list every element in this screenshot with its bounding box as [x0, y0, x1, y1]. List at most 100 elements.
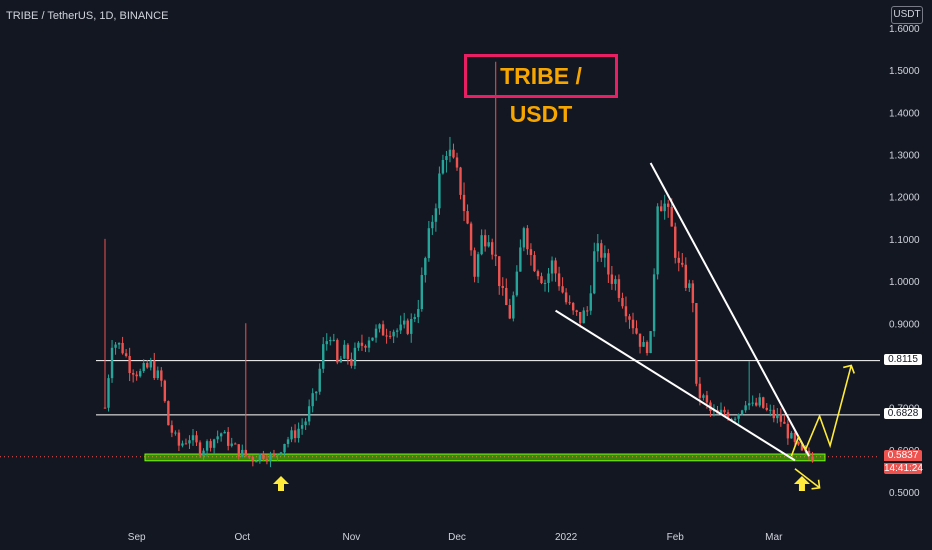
candle-body [501, 286, 504, 288]
candle-body [388, 335, 392, 337]
candle-body [293, 430, 297, 439]
candle-body [124, 353, 128, 356]
symbol-info: TRIBE / TetherUS, 1D, BINANCE [6, 10, 169, 22]
candle-body [417, 309, 420, 318]
candle-body [705, 395, 709, 403]
candle-body [395, 330, 399, 332]
current-price-tag: 0.5837 [884, 449, 922, 461]
candle-body [413, 317, 416, 320]
candle-body [374, 328, 378, 338]
candle-body [103, 407, 107, 409]
candle-body [719, 409, 723, 414]
candle-body [656, 206, 659, 275]
candle-body [297, 428, 300, 439]
bullish-projection-path [790, 365, 853, 457]
time-tick-label: Sep [128, 532, 146, 543]
candle-body [631, 319, 635, 329]
candle-body [286, 439, 290, 444]
candle-body [730, 419, 733, 421]
candle-body [139, 371, 142, 377]
candle-body [681, 262, 684, 265]
candle-body [276, 454, 279, 456]
candle-body [564, 292, 568, 303]
candle-body [244, 449, 247, 456]
candle-body [181, 443, 184, 446]
price-tick-label: 1.2000 [889, 193, 920, 204]
candle-body [522, 228, 526, 248]
candle-body [153, 360, 156, 379]
candle-body [466, 211, 469, 224]
candle-body [459, 167, 462, 195]
candle-body [121, 342, 124, 354]
candle-body [726, 412, 730, 420]
candle-body [406, 320, 409, 334]
candle-body [755, 402, 758, 406]
up-arrow-icon [793, 476, 810, 491]
candle-body [529, 249, 533, 256]
candle-body [779, 414, 783, 422]
candle-body [702, 395, 705, 398]
candle-body [593, 251, 596, 294]
candle-body [652, 274, 656, 332]
candle-body [691, 283, 695, 304]
candle-body [146, 363, 149, 368]
candle-body [177, 432, 181, 446]
candle-body [452, 149, 455, 158]
currency-button[interactable]: USDT [891, 6, 923, 24]
trend-drawings [273, 162, 855, 491]
candle-body [737, 414, 740, 419]
time-axis: Sep Oct Nov Dec 2022 Feb Mar [128, 532, 783, 543]
candle-body [227, 431, 230, 446]
price-tick-label: 0.5000 [889, 488, 920, 499]
candle-body [540, 276, 543, 284]
candle-body [353, 347, 357, 366]
candle-body [582, 310, 585, 324]
candle-body [635, 328, 638, 334]
time-tick-label: Nov [343, 532, 361, 543]
candle-body [740, 410, 744, 415]
candle-body [494, 254, 497, 257]
time-tick-label: Dec [448, 532, 466, 543]
candle-body [624, 306, 628, 317]
candle-body [360, 342, 364, 346]
candle-body [695, 303, 698, 384]
candle-body [441, 160, 445, 174]
candle-body [575, 310, 578, 312]
candle-body [462, 194, 466, 212]
candle-body [114, 344, 117, 348]
candle-body [684, 264, 687, 288]
candle-body [367, 340, 371, 348]
candle-body [533, 255, 536, 272]
candle-body [663, 203, 666, 212]
candle-body [424, 258, 427, 275]
candle-body [399, 324, 402, 331]
candle-body [167, 401, 170, 426]
candle-body [427, 228, 431, 259]
candle-body [117, 342, 121, 345]
candle-body [807, 450, 811, 457]
candle-body [762, 397, 765, 408]
candle-body [638, 333, 642, 347]
candle-body [674, 226, 677, 258]
level-lower-price-tag: 0.6828 [884, 407, 922, 419]
candle-body [769, 409, 772, 411]
candle-body [797, 441, 800, 445]
candle-body [357, 342, 360, 348]
candle-body [483, 235, 487, 247]
candle-body [212, 439, 216, 448]
candle-body [480, 235, 483, 255]
candle-body [219, 433, 223, 437]
price-axis: 1.6000 1.5000 1.4000 1.3000 1.2000 1.1000 1.00… [889, 24, 920, 499]
candle-body [659, 206, 663, 212]
candle-body [526, 228, 529, 250]
candle-body [223, 431, 226, 434]
candle-body [793, 432, 797, 442]
price-tick-label: 1.6000 [889, 24, 920, 35]
candle-body [621, 297, 624, 307]
candle-body [550, 260, 554, 274]
candle-body [790, 432, 793, 439]
candle-body [455, 157, 459, 168]
candle-body [311, 393, 314, 407]
candle-body [571, 302, 575, 311]
